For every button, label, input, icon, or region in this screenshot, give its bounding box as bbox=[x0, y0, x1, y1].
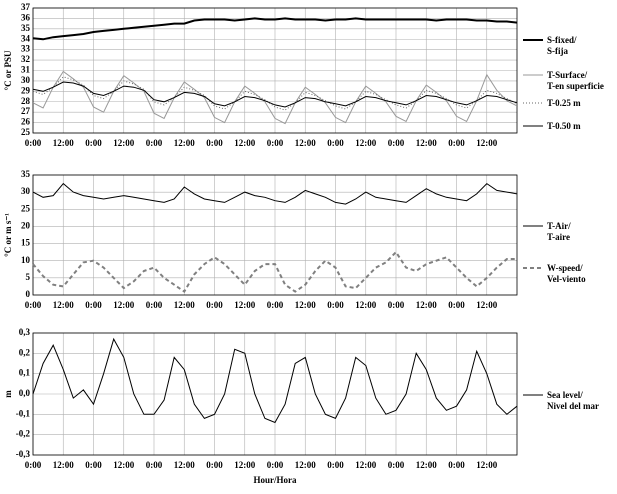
y-tick-label: 37 bbox=[21, 2, 31, 12]
legend-label: S-fixed/ S-fija bbox=[547, 34, 577, 56]
y-tick-label: -0,3 bbox=[16, 449, 31, 459]
x-tick-label: 0:00 bbox=[146, 138, 163, 148]
x-tick-label: 0:00 bbox=[327, 460, 344, 470]
x-tick-label: 12:00 bbox=[295, 460, 316, 470]
x-tick-label: 0:00 bbox=[388, 300, 405, 310]
legend-label: T-0.25 m bbox=[547, 97, 581, 108]
y-tick-label: 30 bbox=[21, 75, 31, 85]
plot-frame bbox=[32, 7, 518, 134]
data-line bbox=[32, 17, 518, 41]
y-tick-label: 0,1 bbox=[19, 368, 31, 378]
x-tick-label: 0:00 bbox=[146, 460, 163, 470]
x-tick-label: 12:00 bbox=[355, 460, 376, 470]
x-tick-label: 12:00 bbox=[53, 300, 74, 310]
y-tick-label: 10 bbox=[21, 255, 31, 265]
y-tick-label: -0,1 bbox=[16, 408, 31, 418]
x-tick-label: 0:00 bbox=[267, 460, 284, 470]
x-tick-label: 12:00 bbox=[53, 138, 74, 148]
x-tick-label: 12:00 bbox=[476, 300, 497, 310]
y-axis-label: m bbox=[3, 390, 13, 398]
x-tick-label: 12:00 bbox=[416, 300, 437, 310]
y-tick-label: 0 bbox=[26, 289, 31, 299]
x-tick-label: 0:00 bbox=[25, 460, 42, 470]
x-tick-label: 0:00 bbox=[448, 300, 465, 310]
y-tick-label: 31 bbox=[21, 65, 31, 75]
x-tick-label: 0:00 bbox=[206, 138, 223, 148]
x-tick-label: 12:00 bbox=[416, 138, 437, 148]
x-tick-label: 12:00 bbox=[416, 460, 437, 470]
x-tick-label: 0:00 bbox=[448, 138, 465, 148]
y-tick-label: 33 bbox=[21, 44, 31, 54]
x-tick-label: 12:00 bbox=[174, 460, 195, 470]
x-tick-label: 12:00 bbox=[53, 460, 74, 470]
x-tick-label: 12:00 bbox=[355, 300, 376, 310]
x-tick-label: 12:00 bbox=[234, 300, 255, 310]
y-tick-label: 35 bbox=[21, 169, 31, 179]
x-tick-label: 12:00 bbox=[295, 138, 316, 148]
x-tick-label: 12:00 bbox=[476, 460, 497, 470]
y-tick-label: -0,2 bbox=[16, 429, 31, 439]
data-line bbox=[32, 182, 518, 205]
y-tick-label: 0,0 bbox=[19, 388, 31, 398]
x-tick-label: 0:00 bbox=[85, 300, 102, 310]
x-tick-label: 0:00 bbox=[448, 460, 465, 470]
x-tick-label: 12:00 bbox=[355, 138, 376, 148]
x-tick-label: 12:00 bbox=[174, 300, 195, 310]
x-tick-label: 12:00 bbox=[234, 138, 255, 148]
x-tick-label: 0:00 bbox=[206, 300, 223, 310]
y-tick-label: 15 bbox=[21, 238, 31, 248]
x-tick-label: 0:00 bbox=[25, 138, 42, 148]
x-tick-label: 0:00 bbox=[388, 460, 405, 470]
x-tick-label: 12:00 bbox=[113, 460, 134, 470]
plot-frame bbox=[32, 174, 518, 296]
y-tick-label: 34 bbox=[21, 33, 31, 43]
x-tick-label: 0:00 bbox=[327, 300, 344, 310]
data-line bbox=[32, 81, 518, 108]
x-tick-label: 0:00 bbox=[267, 300, 284, 310]
x-tick-label: 0:00 bbox=[85, 138, 102, 148]
y-tick-label: 29 bbox=[21, 85, 31, 95]
y-axis-label: °C or PSU bbox=[3, 50, 13, 90]
y-tick-label: 27 bbox=[21, 106, 31, 116]
x-tick-label: 0:00 bbox=[146, 300, 163, 310]
y-tick-label: 36 bbox=[21, 12, 31, 22]
y-tick-label: 35 bbox=[21, 23, 31, 33]
x-tick-label: 12:00 bbox=[234, 460, 255, 470]
y-tick-label: 28 bbox=[21, 96, 31, 106]
y-tick-label: 26 bbox=[21, 117, 31, 127]
y-tick-label: 25 bbox=[21, 127, 31, 137]
x-tick-label: 0:00 bbox=[267, 138, 284, 148]
y-tick-label: 0,2 bbox=[19, 347, 31, 357]
y-tick-label: 25 bbox=[21, 203, 31, 213]
y-tick-label: 0,3 bbox=[19, 327, 31, 337]
x-tick-label: 0:00 bbox=[206, 460, 223, 470]
x-tick-label: 0:00 bbox=[25, 300, 42, 310]
y-axis-label: °C or m s⁻¹ bbox=[3, 213, 13, 257]
x-axis-label: Hour/Hora bbox=[254, 475, 297, 485]
x-tick-label: 12:00 bbox=[113, 300, 134, 310]
x-tick-label: 12:00 bbox=[295, 300, 316, 310]
data-line bbox=[32, 250, 517, 294]
legend-label: T-Air/ T-aire bbox=[547, 220, 571, 242]
x-tick-label: 0:00 bbox=[85, 460, 102, 470]
legend-label: Sea level/ Nivel del mar bbox=[547, 389, 599, 411]
y-tick-label: 32 bbox=[21, 54, 31, 64]
x-tick-label: 0:00 bbox=[388, 138, 405, 148]
data-line bbox=[32, 337, 518, 424]
x-tick-label: 12:00 bbox=[476, 138, 497, 148]
y-tick-label: 20 bbox=[21, 220, 31, 230]
y-tick-label: 30 bbox=[21, 186, 31, 196]
x-tick-label: 0:00 bbox=[327, 138, 344, 148]
y-tick-label: 5 bbox=[26, 272, 31, 282]
x-tick-label: 12:00 bbox=[113, 138, 134, 148]
legend-label: W-speed/ Vel-viento bbox=[547, 262, 586, 284]
legend-label: T-Surface/ T-en superficie bbox=[547, 69, 604, 91]
legend-label: T-0.50 m bbox=[547, 120, 581, 131]
x-tick-label: 12:00 bbox=[174, 138, 195, 148]
